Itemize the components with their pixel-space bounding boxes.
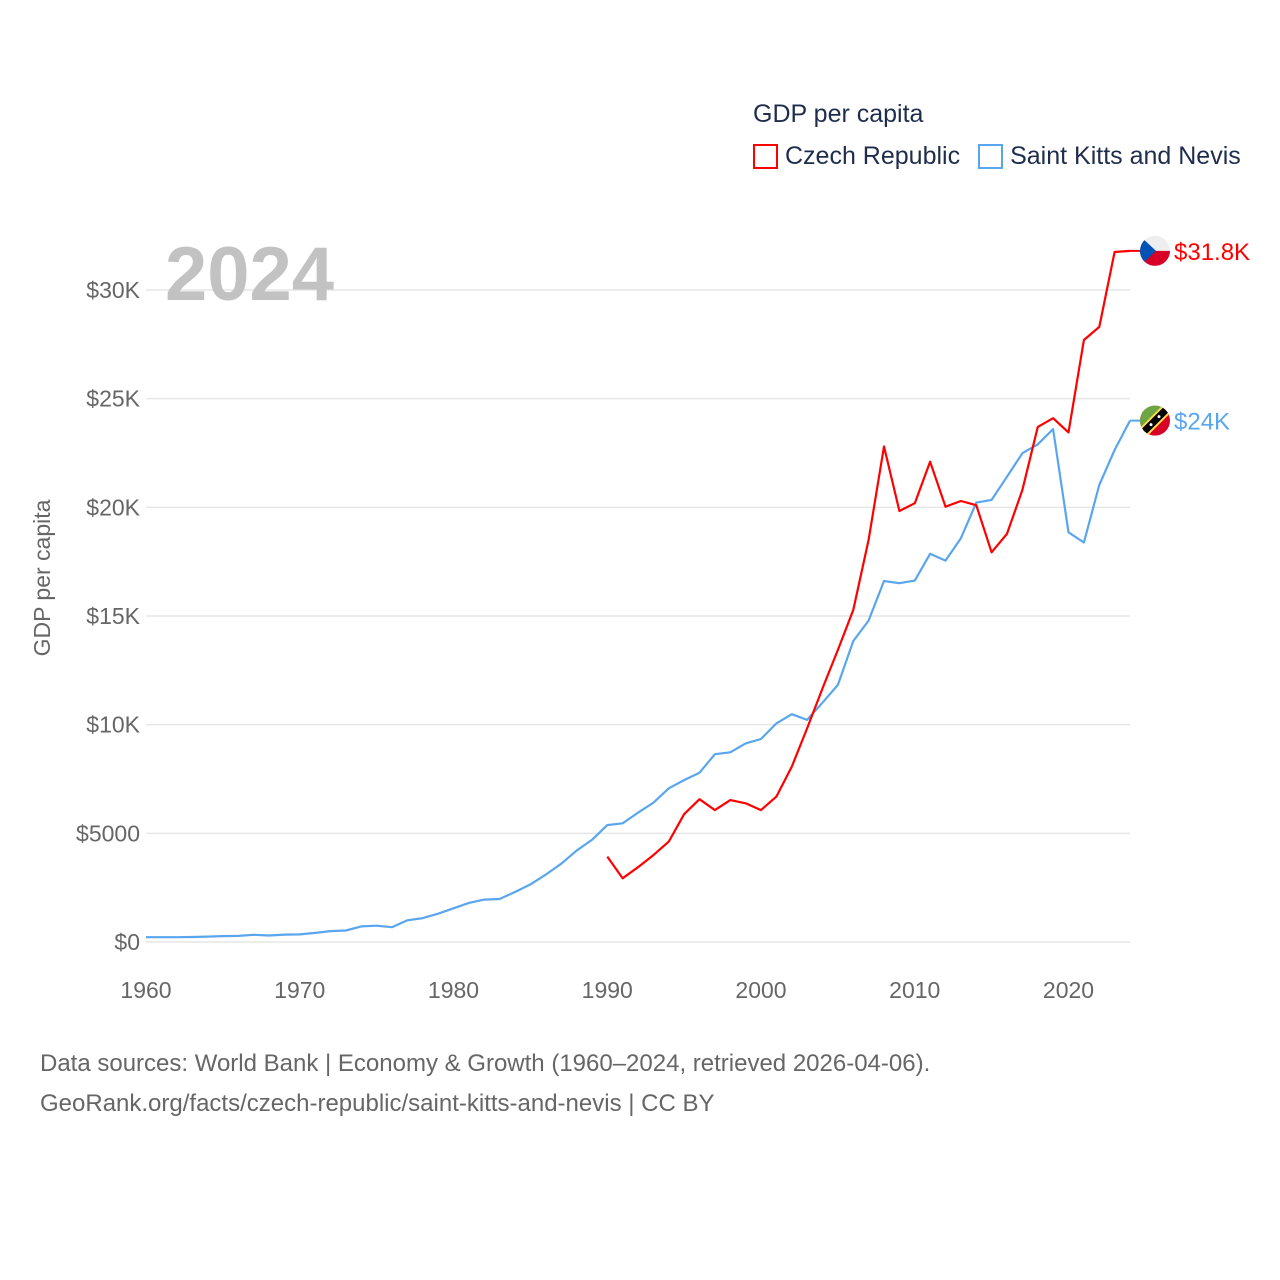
- y-tick-label: $10K: [86, 712, 140, 738]
- x-tick-label: 2020: [1043, 977, 1094, 1003]
- y-tick-label: $0: [114, 929, 140, 955]
- footer-sources: Data sources: World Bank | Economy & Gro…: [40, 1050, 931, 1077]
- legend-item-saint-kitts-and-nevis[interactable]: Saint Kitts and Nevis: [978, 142, 1241, 171]
- end-value-label: $31.8K: [1174, 239, 1250, 266]
- legend-label: Saint Kitts and Nevis: [1010, 142, 1241, 170]
- x-tick-label: 1980: [428, 977, 479, 1003]
- series-line-saint-kitts-and-nevis: [146, 420, 1131, 939]
- legend: Czech Republic Saint Kitts and Nevis: [753, 142, 1241, 171]
- x-tick-label: 1990: [582, 977, 633, 1003]
- legend-item-czech-republic[interactable]: Czech Republic: [753, 142, 960, 171]
- grid-lines: [146, 289, 1130, 943]
- x-tick-label: 2000: [735, 977, 786, 1003]
- y-axis-ticks: $0 $5000 $10K $15K $20K $25K $30K: [76, 277, 141, 955]
- series-lines: [146, 249, 1131, 939]
- y-tick-label: $20K: [86, 494, 140, 520]
- year-watermark: 2024: [165, 232, 334, 317]
- y-tick-label: $15K: [86, 603, 140, 629]
- saint-kitts-flag-icon: [1140, 405, 1170, 436]
- series-line-czech-republic: [606, 249, 1131, 880]
- czech-flag-icon: [1140, 235, 1170, 266]
- x-tick-label: 1960: [120, 977, 171, 1003]
- legend-label: Czech Republic: [785, 142, 961, 170]
- x-tick-label: 1970: [274, 977, 325, 1003]
- x-tick-label: 2010: [889, 977, 940, 1003]
- legend-title: GDP per capita: [753, 100, 924, 128]
- footer-link[interactable]: GeoRank.org/facts/czech-republic/saint-k…: [40, 1090, 715, 1117]
- end-value-label: $24K: [1174, 409, 1230, 436]
- y-tick-label: $30K: [86, 277, 140, 303]
- footer: Data sources: World Bank | Economy & Gro…: [40, 1044, 930, 1124]
- y-tick-label: $25K: [86, 386, 140, 412]
- end-markers: $31.8K $24K: [1130, 235, 1250, 436]
- legend-swatch-icon: [978, 144, 1004, 169]
- legend-swatch-icon: [753, 144, 778, 169]
- y-tick-label: $5000: [76, 820, 140, 846]
- y-axis-title: GDP per capita: [29, 499, 55, 656]
- x-axis-ticks: 1960 1970 1980 1990 2000 2010 2020: [120, 977, 1094, 1003]
